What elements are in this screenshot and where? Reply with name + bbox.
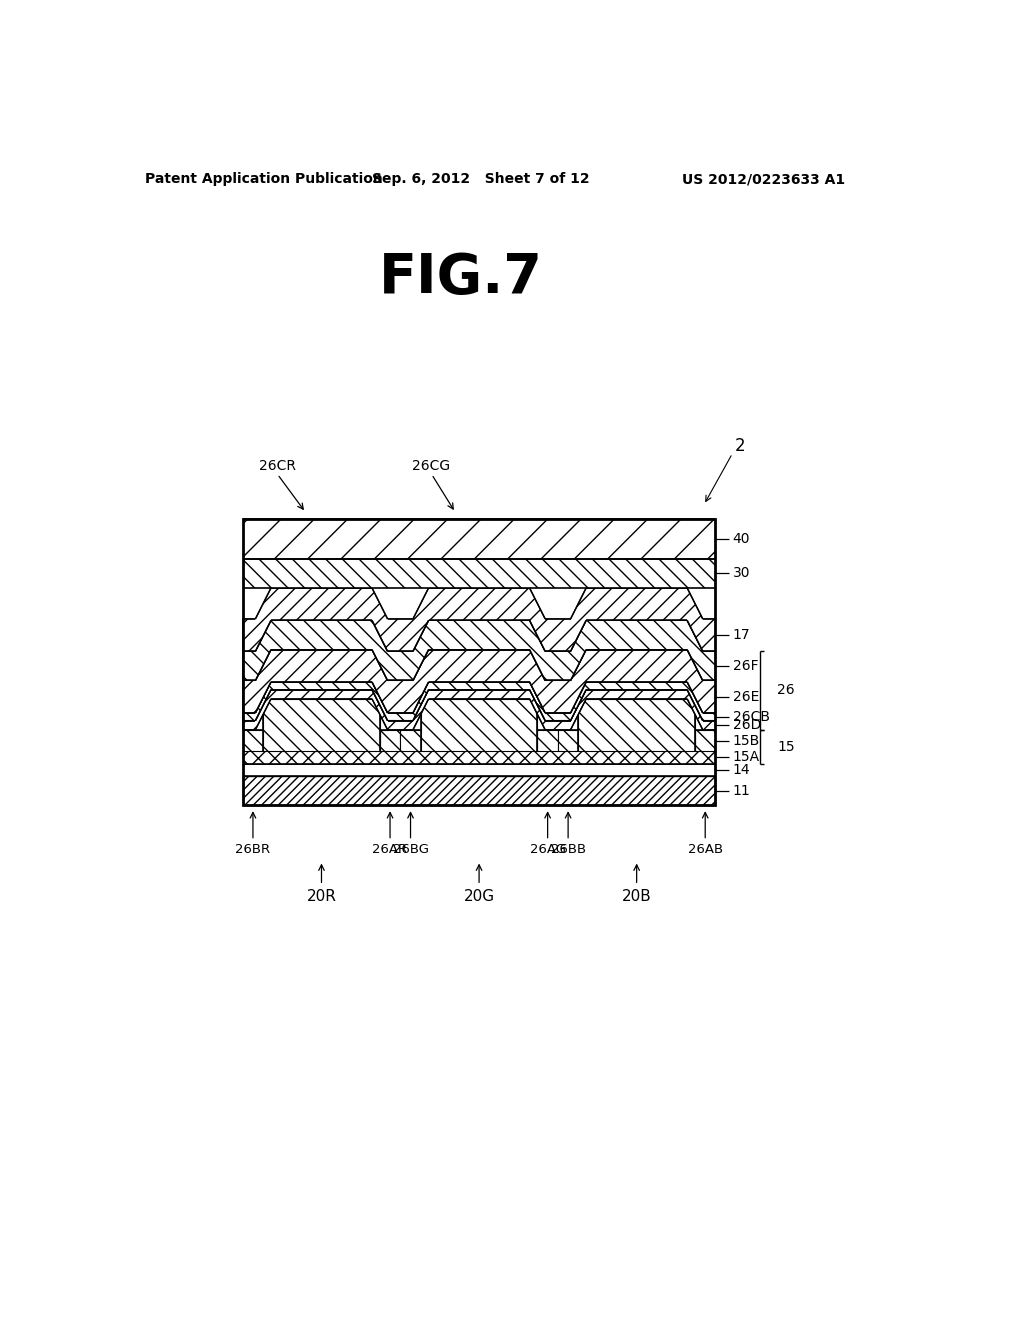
Text: 11: 11 [732, 784, 751, 797]
Text: 26: 26 [777, 684, 795, 697]
Text: 26AB: 26AB [688, 843, 723, 857]
Bar [243, 519, 716, 805]
Text: 20G: 20G [464, 888, 495, 904]
Text: 26CB: 26CB [732, 710, 769, 723]
Text: 26E: 26E [732, 689, 759, 704]
Bar [538, 730, 558, 751]
Text: US 2012/0223633 A1: US 2012/0223633 A1 [682, 172, 845, 186]
Text: 26CR: 26CR [259, 459, 296, 474]
Bar [243, 558, 716, 589]
Text: 26BB: 26BB [551, 843, 586, 857]
Bar [695, 730, 716, 751]
Text: 26BG: 26BG [392, 843, 428, 857]
Bar [263, 700, 380, 751]
Polygon shape [243, 682, 716, 721]
Polygon shape [243, 589, 716, 651]
Text: Patent Application Publication: Patent Application Publication [144, 172, 383, 186]
Text: 26D: 26D [732, 718, 761, 733]
Text: 20B: 20B [622, 888, 651, 904]
Text: 2: 2 [735, 437, 745, 454]
Text: 26BR: 26BR [236, 843, 270, 857]
Bar [558, 730, 579, 751]
Text: 40: 40 [732, 532, 750, 545]
Bar [243, 776, 716, 805]
Polygon shape [243, 620, 716, 681]
Bar [380, 730, 400, 751]
Text: 17: 17 [732, 628, 751, 642]
Text: 15: 15 [777, 739, 795, 754]
Polygon shape [243, 689, 716, 730]
Text: 20R: 20R [306, 888, 337, 904]
Text: Sep. 6, 2012   Sheet 7 of 12: Sep. 6, 2012 Sheet 7 of 12 [372, 172, 590, 186]
Bar [243, 751, 716, 763]
Text: FIG.7: FIG.7 [379, 251, 543, 305]
Text: 14: 14 [732, 763, 751, 776]
Bar [243, 519, 716, 558]
Bar [421, 700, 538, 751]
Text: 26AR: 26AR [373, 843, 408, 857]
Text: 26CG: 26CG [413, 459, 451, 474]
Text: 30: 30 [732, 566, 750, 581]
Bar [243, 763, 716, 776]
Text: 26AG: 26AG [529, 843, 565, 857]
Polygon shape [243, 649, 716, 713]
Bar [243, 730, 263, 751]
Bar [400, 730, 421, 751]
Bar [579, 700, 695, 751]
Text: 15A: 15A [732, 751, 760, 764]
Text: 26F: 26F [732, 659, 758, 673]
Text: 15B: 15B [732, 734, 760, 747]
